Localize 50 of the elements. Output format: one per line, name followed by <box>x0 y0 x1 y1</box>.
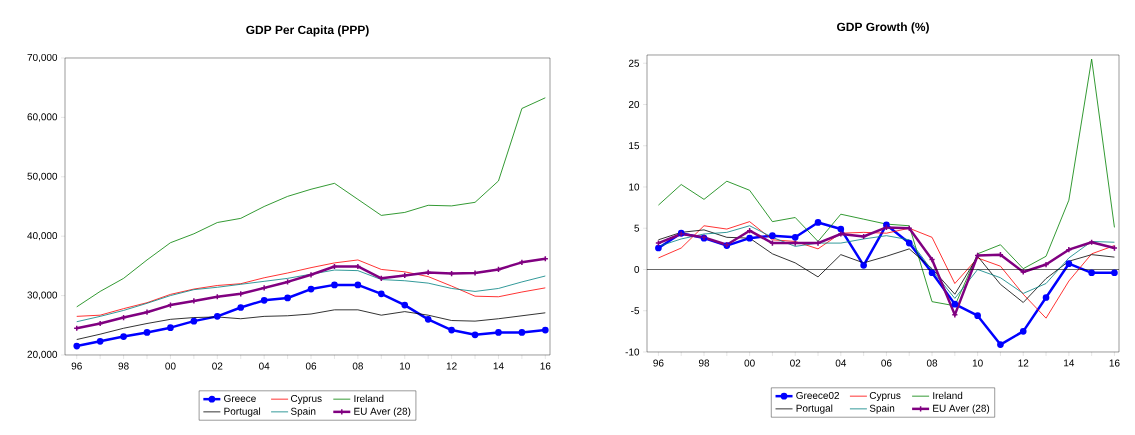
x-tick-label: 16 <box>1109 359 1120 367</box>
x-tick-label: 04 <box>835 359 847 367</box>
legend-label: Spain <box>869 404 895 414</box>
x-tick-label: 16 <box>540 362 551 370</box>
y-tick-label: -5 <box>631 307 640 315</box>
x-tick-label: 02 <box>790 359 801 367</box>
legend-label: Cyprus <box>869 391 901 401</box>
legend-label: Ireland <box>933 391 963 400</box>
x-tick-label: 12 <box>1018 359 1029 367</box>
x-tick-label: 96 <box>71 362 82 370</box>
x-tick-label: 00 <box>165 362 176 370</box>
y-tick-label: 30,000 <box>27 291 58 300</box>
x-tick-label: 06 <box>305 362 317 370</box>
legend-label: Ireland <box>354 394 384 403</box>
legend-label: Greece <box>224 394 256 402</box>
y-tick-label: 15 <box>629 142 640 150</box>
x-tick-label: 10 <box>399 362 410 370</box>
y-tick-label: 5 <box>634 224 640 232</box>
y-tick-label: -10 <box>625 348 640 356</box>
x-tick-label: 08 <box>352 362 363 370</box>
x-tick-label: 10 <box>972 359 983 367</box>
x-tick-label: 96 <box>653 359 664 367</box>
chart-title: GDP Growth (%) <box>837 22 929 34</box>
x-tick-label: 04 <box>259 362 270 370</box>
y-tick-label: 0 <box>634 265 640 274</box>
legend-label: EU Aver (28) <box>933 404 990 414</box>
x-tick-label: 08 <box>926 359 938 367</box>
legend-label: Spain <box>290 407 316 417</box>
y-tick-label: 25 <box>628 59 640 67</box>
y-tick-label: 70,000 <box>27 53 58 63</box>
legend-label: Portugal <box>224 407 261 417</box>
x-tick-label: 12 <box>446 362 457 370</box>
y-tick-label: 50,000 <box>27 172 58 181</box>
y-tick-label: 20 <box>628 100 640 109</box>
legend-label: Greece02 <box>796 391 840 399</box>
x-tick-label: 14 <box>493 362 504 370</box>
legend-label: EU Aver (28) <box>354 407 411 417</box>
chart-title: GDP Per Capita (PPP) <box>246 25 369 37</box>
x-tick-label: 98 <box>118 362 129 370</box>
y-tick-label: 40,000 <box>27 232 58 241</box>
x-tick-label: 06 <box>881 359 892 367</box>
x-tick-label: 14 <box>1064 359 1075 367</box>
y-tick-label: 60,000 <box>27 113 58 122</box>
x-tick-label: 02 <box>212 362 223 370</box>
x-tick-label: 98 <box>698 359 710 367</box>
x-tick-label: 00 <box>744 359 755 367</box>
legend-label: Portugal <box>796 404 833 414</box>
legend-label: Cyprus <box>290 394 322 404</box>
y-tick-label: 10 <box>629 183 640 191</box>
y-tick-label: 20,000 <box>27 350 58 360</box>
